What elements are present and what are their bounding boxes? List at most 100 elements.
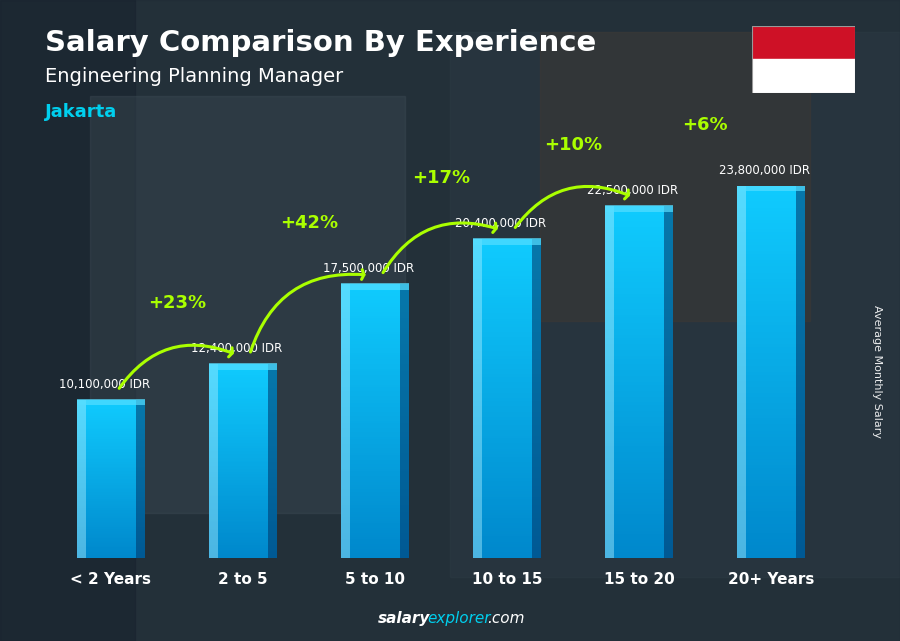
Bar	[737, 514, 806, 517]
Bar	[209, 454, 277, 456]
Bar	[76, 493, 145, 495]
Bar	[76, 496, 145, 497]
Bar	[737, 344, 806, 347]
Bar	[605, 224, 673, 227]
Bar	[605, 300, 673, 303]
Bar	[605, 315, 673, 317]
Bar	[209, 390, 277, 392]
Bar	[76, 442, 145, 444]
Bar	[76, 428, 145, 429]
Text: explorer: explorer	[428, 611, 491, 626]
Bar	[76, 535, 145, 537]
Bar	[737, 424, 806, 428]
Bar	[472, 239, 541, 242]
Bar	[209, 516, 277, 517]
Bar	[209, 367, 277, 369]
Bar	[209, 535, 277, 537]
Bar	[605, 312, 673, 315]
Bar	[76, 469, 145, 470]
Bar	[737, 378, 806, 381]
Bar	[76, 414, 145, 415]
Bar	[76, 515, 145, 517]
Bar	[76, 419, 145, 420]
Bar	[605, 472, 673, 476]
Bar	[76, 478, 145, 479]
Bar	[341, 307, 410, 310]
Bar	[737, 220, 806, 223]
Bar	[472, 420, 541, 422]
Bar	[605, 513, 673, 517]
Bar	[341, 330, 410, 332]
Bar	[76, 538, 145, 539]
Bar	[209, 440, 277, 442]
Bar	[472, 412, 541, 414]
Bar	[737, 331, 806, 335]
Bar	[737, 365, 806, 369]
Bar	[472, 398, 541, 401]
Bar	[341, 419, 410, 421]
Bar	[209, 522, 277, 524]
Bar	[76, 439, 145, 440]
Bar	[605, 285, 673, 288]
Bar	[341, 512, 410, 514]
Bar	[605, 554, 673, 558]
Bar	[76, 400, 86, 558]
Bar	[605, 470, 673, 472]
Bar	[737, 545, 806, 549]
Bar	[209, 509, 277, 511]
Bar	[605, 455, 673, 458]
Bar	[472, 311, 541, 313]
Bar	[76, 462, 145, 463]
Bar	[605, 479, 673, 481]
Bar	[737, 399, 806, 403]
Bar	[472, 247, 541, 249]
Bar	[605, 382, 673, 385]
Bar	[76, 500, 145, 501]
Bar	[737, 238, 806, 242]
Bar	[472, 308, 541, 311]
Bar	[737, 350, 806, 353]
Bar	[76, 417, 145, 419]
Bar	[737, 254, 806, 257]
Bar	[209, 370, 277, 372]
Bar	[76, 464, 145, 465]
Bar	[472, 364, 541, 367]
Bar	[737, 245, 806, 248]
Bar	[209, 446, 277, 448]
Bar	[737, 257, 806, 260]
Bar	[209, 364, 277, 365]
Bar	[209, 401, 277, 403]
Bar	[472, 520, 541, 523]
Bar	[472, 388, 541, 390]
Bar	[76, 444, 145, 445]
Bar	[737, 211, 806, 214]
Bar	[209, 403, 277, 404]
Bar	[209, 506, 277, 508]
Bar	[76, 534, 145, 535]
Bar	[90, 96, 405, 513]
Bar	[605, 229, 673, 233]
Bar	[472, 342, 541, 345]
Bar	[209, 556, 277, 558]
Bar	[472, 358, 541, 361]
Bar	[605, 247, 673, 250]
Bar	[76, 518, 145, 520]
Bar	[341, 428, 410, 430]
Bar	[605, 411, 673, 414]
Bar	[737, 335, 806, 338]
Bar	[472, 502, 541, 504]
Bar	[209, 430, 277, 432]
Bar	[76, 454, 145, 455]
Bar	[209, 545, 277, 546]
Bar	[341, 417, 410, 419]
Bar	[472, 417, 541, 420]
Bar	[605, 520, 673, 522]
Bar	[76, 531, 145, 533]
Bar	[605, 215, 673, 218]
Bar	[341, 401, 410, 403]
Bar	[472, 465, 541, 467]
Bar	[472, 367, 541, 369]
Bar	[209, 432, 277, 433]
Bar	[605, 206, 673, 209]
Bar	[737, 260, 806, 263]
